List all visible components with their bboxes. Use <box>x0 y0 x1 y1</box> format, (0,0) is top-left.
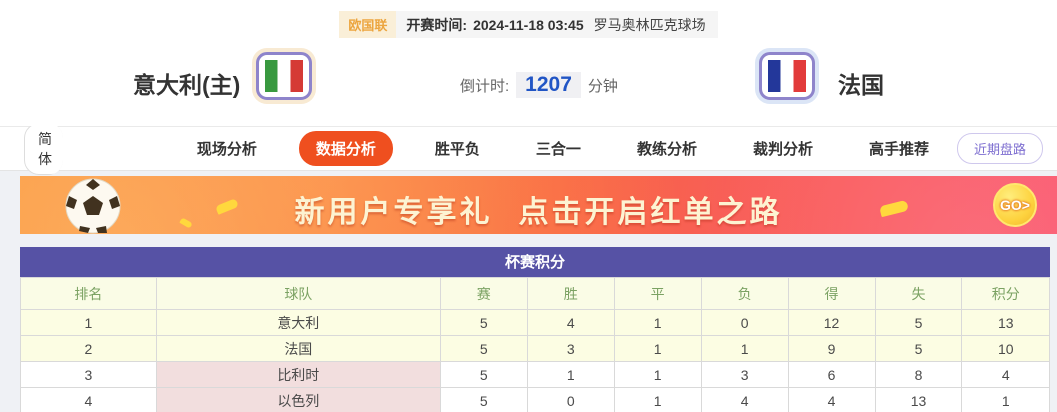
tab-live-analysis[interactable]: 现场分析 <box>196 141 257 158</box>
match-header: 欧国联 开赛时间: 2024-11-18 03:45 罗马奥林匹克球场 意大利(… <box>0 0 1057 126</box>
promo-banner[interactable]: 新用户专享礼 点击开启红单之路 GO> <box>20 176 1057 234</box>
goals-for-cell: 6 <box>787 361 876 388</box>
soccer-ball-icon <box>65 178 121 234</box>
tab-win-draw-loss[interactable]: 胜平负 <box>434 141 480 158</box>
tab-three-in-one[interactable]: 三合一 <box>535 141 581 158</box>
goals-for-cell: 12 <box>787 309 876 336</box>
content-area: 新用户专享礼 点击开启红单之路 GO> 杯赛积分 排名 球队 赛 胜 平 负 得 … <box>0 171 1057 412</box>
kickoff-info-bar: 欧国联 开赛时间: 2024-11-18 03:45 罗马奥林匹克球场 <box>0 0 1057 38</box>
kickoff-label: 开赛时间: <box>406 16 468 33</box>
promo-headline-left: 新用户专享礼 <box>294 196 493 229</box>
rank-cell: 1 <box>20 309 157 336</box>
losses-cell: 0 <box>700 309 789 336</box>
rank-cell: 2 <box>20 335 157 362</box>
points-cell: 10 <box>961 335 1050 362</box>
draws-cell: 1 <box>613 309 702 336</box>
draws-cell: 1 <box>613 387 702 412</box>
col-team: 球队 <box>155 277 441 310</box>
goals-for-cell: 4 <box>787 387 876 412</box>
countdown-minutes: 1207 <box>516 72 581 98</box>
rank-cell: 3 <box>20 361 157 388</box>
venue-name: 罗马奥林匹克球场 <box>593 16 706 33</box>
col-points: 积分 <box>961 277 1050 310</box>
goals-against-cell: 5 <box>874 335 963 362</box>
losses-cell: 3 <box>700 361 789 388</box>
kickoff-datetime: 2024-11-18 03:45 <box>473 16 584 33</box>
table-row: 1 意大利 5 4 1 0 12 5 13 <box>20 309 1050 336</box>
points-cell: 13 <box>961 309 1050 336</box>
wins-cell: 4 <box>526 309 615 336</box>
rank-cell: 4 <box>20 387 157 412</box>
col-goals-for: 得 <box>787 277 876 310</box>
table-row: 2 法国 5 3 1 1 9 5 10 <box>20 335 1050 362</box>
goals-against-cell: 13 <box>874 387 963 412</box>
team-cell: 比利时 <box>155 361 441 388</box>
goals-against-cell: 8 <box>874 361 963 388</box>
losses-cell: 4 <box>700 387 789 412</box>
tab-bar: 简体 繁体 现场分析 数据分析 胜平负 三合一 教练分析 裁判分析 高手推荐 近… <box>0 122 1057 175</box>
tab-data-analysis[interactable]: 数据分析 <box>298 131 393 166</box>
toggle-simplified[interactable]: 简体 <box>24 122 63 175</box>
analysis-tabs: 现场分析 数据分析 胜平负 三合一 教练分析 裁判分析 高手推荐 <box>169 131 957 166</box>
col-losses: 负 <box>700 277 789 310</box>
standings-header-row: 排名 球队 赛 胜 平 负 得 失 积分 <box>20 277 1050 310</box>
standings-title: 杯赛积分 <box>20 247 1050 277</box>
tab-expert-picks[interactable]: 高手推荐 <box>868 141 929 158</box>
goals-for-cell: 9 <box>787 335 876 362</box>
tab-coach-analysis[interactable]: 教练分析 <box>636 141 697 158</box>
tab-referee-analysis[interactable]: 裁判分析 <box>752 141 813 158</box>
team-cell: 法国 <box>155 335 441 362</box>
points-cell: 4 <box>961 361 1050 388</box>
table-row: 3 比利时 5 1 1 3 6 8 4 <box>20 361 1050 388</box>
recent-trend-button[interactable]: 近期盘路 <box>956 133 1043 164</box>
standings-table: 排名 球队 赛 胜 平 负 得 失 积分 1 意大利 5 4 1 <box>20 277 1050 412</box>
played-cell: 5 <box>439 387 528 412</box>
team-cell: 以色列 <box>155 387 441 412</box>
home-team-flag <box>256 52 312 100</box>
col-wins: 胜 <box>526 277 615 310</box>
col-played: 赛 <box>439 277 528 310</box>
go-coin-icon[interactable]: GO> <box>993 183 1037 227</box>
language-toggle: 简体 繁体 <box>24 122 63 175</box>
table-row: 4 以色列 5 0 1 4 4 13 1 <box>20 387 1050 412</box>
goals-against-cell: 5 <box>874 309 963 336</box>
cup-standings: 杯赛积分 排名 球队 赛 胜 平 负 得 失 积分 <box>20 247 1050 412</box>
played-cell: 5 <box>439 361 528 388</box>
col-draws: 平 <box>613 277 702 310</box>
countdown: 倒计时: 1207 分钟 <box>460 72 618 98</box>
draws-cell: 1 <box>613 335 702 362</box>
col-rank: 排名 <box>20 277 157 310</box>
italy-flag-icon <box>265 60 303 92</box>
league-badge: 欧国联 <box>339 11 397 38</box>
losses-cell: 1 <box>700 335 789 362</box>
wins-cell: 0 <box>526 387 615 412</box>
promo-headline-right: 点击开启红单之路 <box>518 196 783 229</box>
played-cell: 5 <box>439 335 528 362</box>
countdown-unit: 分钟 <box>587 77 618 95</box>
away-team-name: 法国 <box>838 72 884 98</box>
countdown-label: 倒计时: <box>460 77 510 95</box>
team-cell: 意大利 <box>155 309 441 336</box>
away-team-flag <box>759 52 815 100</box>
kickoff-info-strip: 欧国联 开赛时间: 2024-11-18 03:45 罗马奥林匹克球场 <box>339 11 718 38</box>
draws-cell: 1 <box>613 361 702 388</box>
home-team-name: 意大利(主) <box>133 72 241 98</box>
wins-cell: 1 <box>526 361 615 388</box>
france-flag-icon <box>768 60 806 92</box>
points-cell: 1 <box>961 387 1050 412</box>
played-cell: 5 <box>439 309 528 336</box>
promo-banner-headline: 新用户专享礼 点击开启红单之路 <box>20 187 1057 231</box>
col-goals-against: 失 <box>874 277 963 310</box>
wins-cell: 3 <box>526 335 615 362</box>
